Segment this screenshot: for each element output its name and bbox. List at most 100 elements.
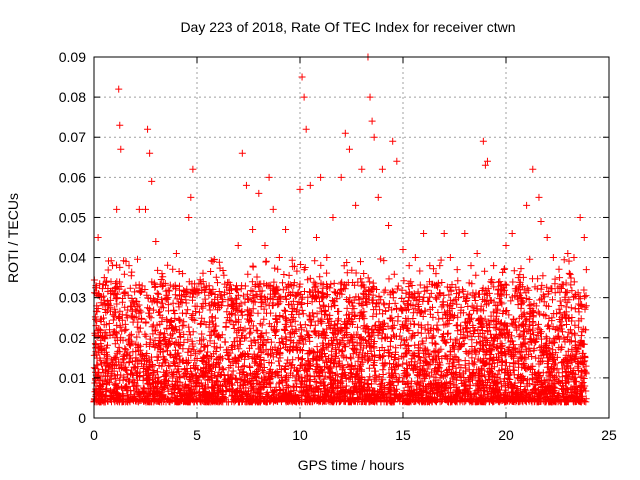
data-point bbox=[570, 254, 578, 262]
data-point bbox=[275, 254, 283, 262]
data-point bbox=[352, 201, 360, 209]
data-point bbox=[535, 193, 543, 201]
data-point bbox=[261, 242, 269, 250]
data-point bbox=[393, 157, 401, 165]
data-point bbox=[385, 221, 393, 229]
data-point bbox=[420, 229, 428, 237]
x-tick-label: 0 bbox=[90, 427, 98, 443]
axis-ticks: 0 0.01 0.02 0.03 0.04 0.05 0.06 0.07 0.08 0.09 0 5 1… bbox=[59, 49, 617, 443]
data-point bbox=[378, 165, 386, 173]
data-point bbox=[368, 117, 376, 125]
data-point bbox=[187, 193, 195, 201]
data-point bbox=[358, 165, 366, 173]
data-point bbox=[302, 125, 310, 133]
y-tick-label: 0.03 bbox=[59, 290, 86, 306]
data-point bbox=[152, 238, 160, 246]
data-point bbox=[224, 302, 232, 310]
data-point bbox=[116, 121, 124, 129]
data-point bbox=[389, 137, 397, 145]
data-point bbox=[580, 234, 588, 241]
data-point bbox=[479, 137, 487, 145]
dense-points-band bbox=[90, 255, 590, 406]
data-point bbox=[265, 173, 273, 181]
data-point bbox=[249, 225, 257, 233]
data-point bbox=[411, 254, 419, 262]
data-point bbox=[158, 270, 166, 278]
y-tick-label: 0.02 bbox=[59, 330, 86, 346]
data-point bbox=[366, 93, 374, 101]
data-point bbox=[306, 181, 314, 189]
data-point bbox=[323, 254, 331, 262]
dense-points bbox=[90, 255, 590, 406]
data-point bbox=[317, 173, 325, 181]
data-point bbox=[543, 234, 551, 241]
data-point bbox=[300, 93, 308, 101]
data-point bbox=[142, 205, 149, 213]
data-point bbox=[399, 246, 407, 254]
data-point bbox=[115, 85, 123, 93]
data-point bbox=[529, 165, 537, 173]
x-tick-label: 15 bbox=[395, 427, 411, 443]
data-point bbox=[148, 177, 156, 185]
data-point bbox=[508, 229, 516, 237]
x-axis-label: GPS time / hours bbox=[298, 457, 405, 473]
data-point bbox=[502, 242, 510, 250]
data-point bbox=[576, 213, 584, 221]
y-tick-label: 0.01 bbox=[59, 370, 86, 386]
data-point bbox=[432, 270, 440, 278]
y-tick-label: 0.04 bbox=[59, 250, 86, 266]
data-point bbox=[345, 145, 353, 153]
data-point bbox=[490, 262, 498, 270]
x-tick-label: 10 bbox=[292, 427, 308, 443]
data-point bbox=[405, 262, 413, 270]
data-point bbox=[461, 229, 469, 237]
y-tick-label: 0.06 bbox=[59, 169, 86, 185]
data-point bbox=[296, 185, 304, 193]
data-point bbox=[234, 242, 242, 250]
data-point bbox=[282, 225, 290, 233]
data-point bbox=[117, 145, 125, 153]
data-point bbox=[582, 266, 590, 274]
chart-title: Day 223 of 2018, Rate Of TEC Index for r… bbox=[180, 19, 515, 35]
data-point bbox=[523, 201, 531, 209]
data-point bbox=[337, 173, 345, 181]
data-point bbox=[185, 213, 193, 221]
x-tick-label: 20 bbox=[498, 427, 514, 443]
data-point bbox=[113, 205, 121, 213]
data-point bbox=[496, 278, 504, 286]
data-point bbox=[144, 125, 152, 133]
data-point bbox=[483, 157, 491, 165]
y-tick-label: 0 bbox=[78, 410, 86, 426]
data-point bbox=[426, 262, 434, 270]
data-point bbox=[189, 165, 197, 173]
data-points bbox=[90, 53, 590, 406]
y-axis-label: ROTI / TECUs bbox=[5, 193, 21, 283]
data-point bbox=[537, 217, 545, 225]
data-point bbox=[374, 193, 382, 201]
data-point bbox=[341, 129, 349, 137]
data-point bbox=[481, 161, 489, 169]
x-tick-label: 5 bbox=[193, 427, 201, 443]
data-point bbox=[269, 205, 277, 213]
plot-frame bbox=[93, 56, 610, 419]
data-point bbox=[453, 290, 461, 298]
data-point bbox=[467, 262, 475, 270]
data-point bbox=[370, 133, 378, 141]
x-tick-label: 25 bbox=[601, 427, 617, 443]
data-point bbox=[242, 181, 250, 189]
data-point bbox=[312, 234, 320, 241]
data-point bbox=[125, 262, 133, 270]
data-point bbox=[146, 149, 154, 157]
y-tick-label: 0.05 bbox=[59, 209, 86, 225]
data-point bbox=[94, 234, 102, 241]
y-tick-label: 0.08 bbox=[59, 89, 86, 105]
data-point bbox=[564, 250, 572, 258]
data-point bbox=[549, 254, 557, 262]
y-tick-label: 0.07 bbox=[59, 129, 86, 145]
data-point bbox=[255, 189, 263, 197]
data-point bbox=[135, 205, 143, 213]
data-point bbox=[172, 250, 180, 258]
data-point bbox=[473, 250, 481, 258]
y-tick-label: 0.09 bbox=[59, 49, 86, 65]
